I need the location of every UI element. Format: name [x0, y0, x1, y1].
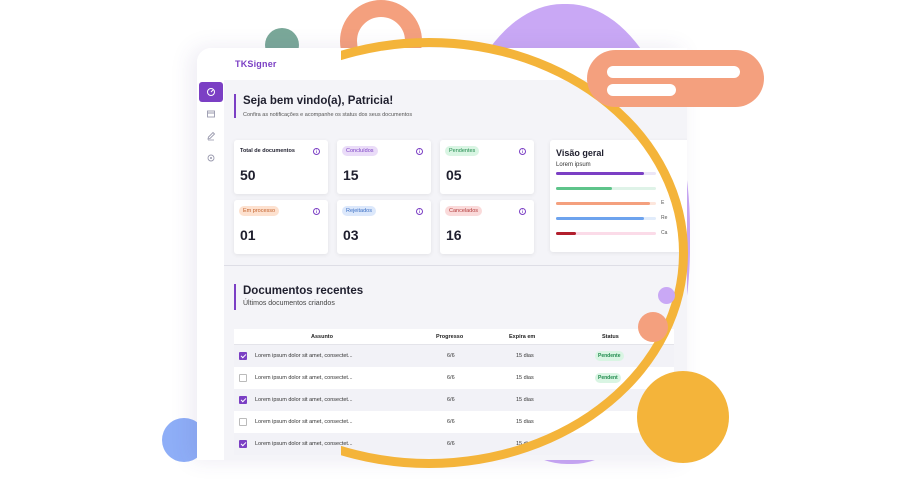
peach-dot: [638, 312, 668, 342]
recent-docs-heading: Documentos recentes Últimos documentos c…: [234, 284, 363, 310]
pen-icon: [207, 131, 216, 141]
row-checkbox[interactable]: [239, 374, 247, 382]
card-label: Total de documentos: [240, 148, 295, 154]
sidebar-item-inbox[interactable]: [199, 104, 223, 124]
recent-title: Documentos recentes: [243, 285, 364, 297]
welcome-subtitle: Confira as notificações e acompanhe os s…: [243, 112, 413, 118]
row-checkbox[interactable]: [239, 396, 247, 404]
chat-bubble-decoration: [587, 50, 764, 107]
sidebar-item-sign[interactable]: [199, 126, 223, 146]
info-icon[interactable]: i: [313, 148, 320, 155]
col-subject[interactable]: Assunto: [311, 334, 333, 340]
settings-icon: [207, 154, 215, 162]
yellow-dot: [637, 371, 729, 463]
recent-subtitle: Últimos documentos criandos: [243, 300, 335, 307]
lavender-dot: [658, 287, 675, 304]
card-badge: Em processo: [239, 206, 280, 216]
row-subject: Lorem ipsum dolor sit amet, consectet...: [255, 441, 353, 447]
sidebar-item-settings[interactable]: [199, 148, 223, 168]
chat-line: [607, 84, 676, 96]
sidebar-item-dashboard[interactable]: [199, 82, 223, 102]
inbox-icon: [207, 110, 215, 118]
dashboard-icon: [207, 88, 215, 96]
card-em-processo[interactable]: Em processo i 01: [234, 200, 328, 254]
card-value: 50: [240, 167, 256, 183]
row-checkbox[interactable]: [239, 418, 247, 426]
row-subject: Lorem ipsum dolor sit amet, consectet...: [255, 353, 353, 359]
app-logo: TKSigner: [235, 59, 277, 69]
card-value: 01: [240, 227, 256, 243]
sidebar: [197, 80, 224, 460]
row-subject: Lorem ipsum dolor sit amet, consectet...: [255, 419, 353, 425]
row-subject: Lorem ipsum dolor sit amet, consectet...: [255, 397, 353, 403]
row-subject: Lorem ipsum dolor sit amet, consectet...: [255, 375, 353, 381]
row-checkbox[interactable]: [239, 440, 247, 448]
row-checkbox[interactable]: [239, 352, 247, 360]
chat-line: [607, 66, 740, 78]
info-icon[interactable]: i: [313, 208, 320, 215]
card-total[interactable]: Total de documentos i 50: [234, 140, 328, 194]
